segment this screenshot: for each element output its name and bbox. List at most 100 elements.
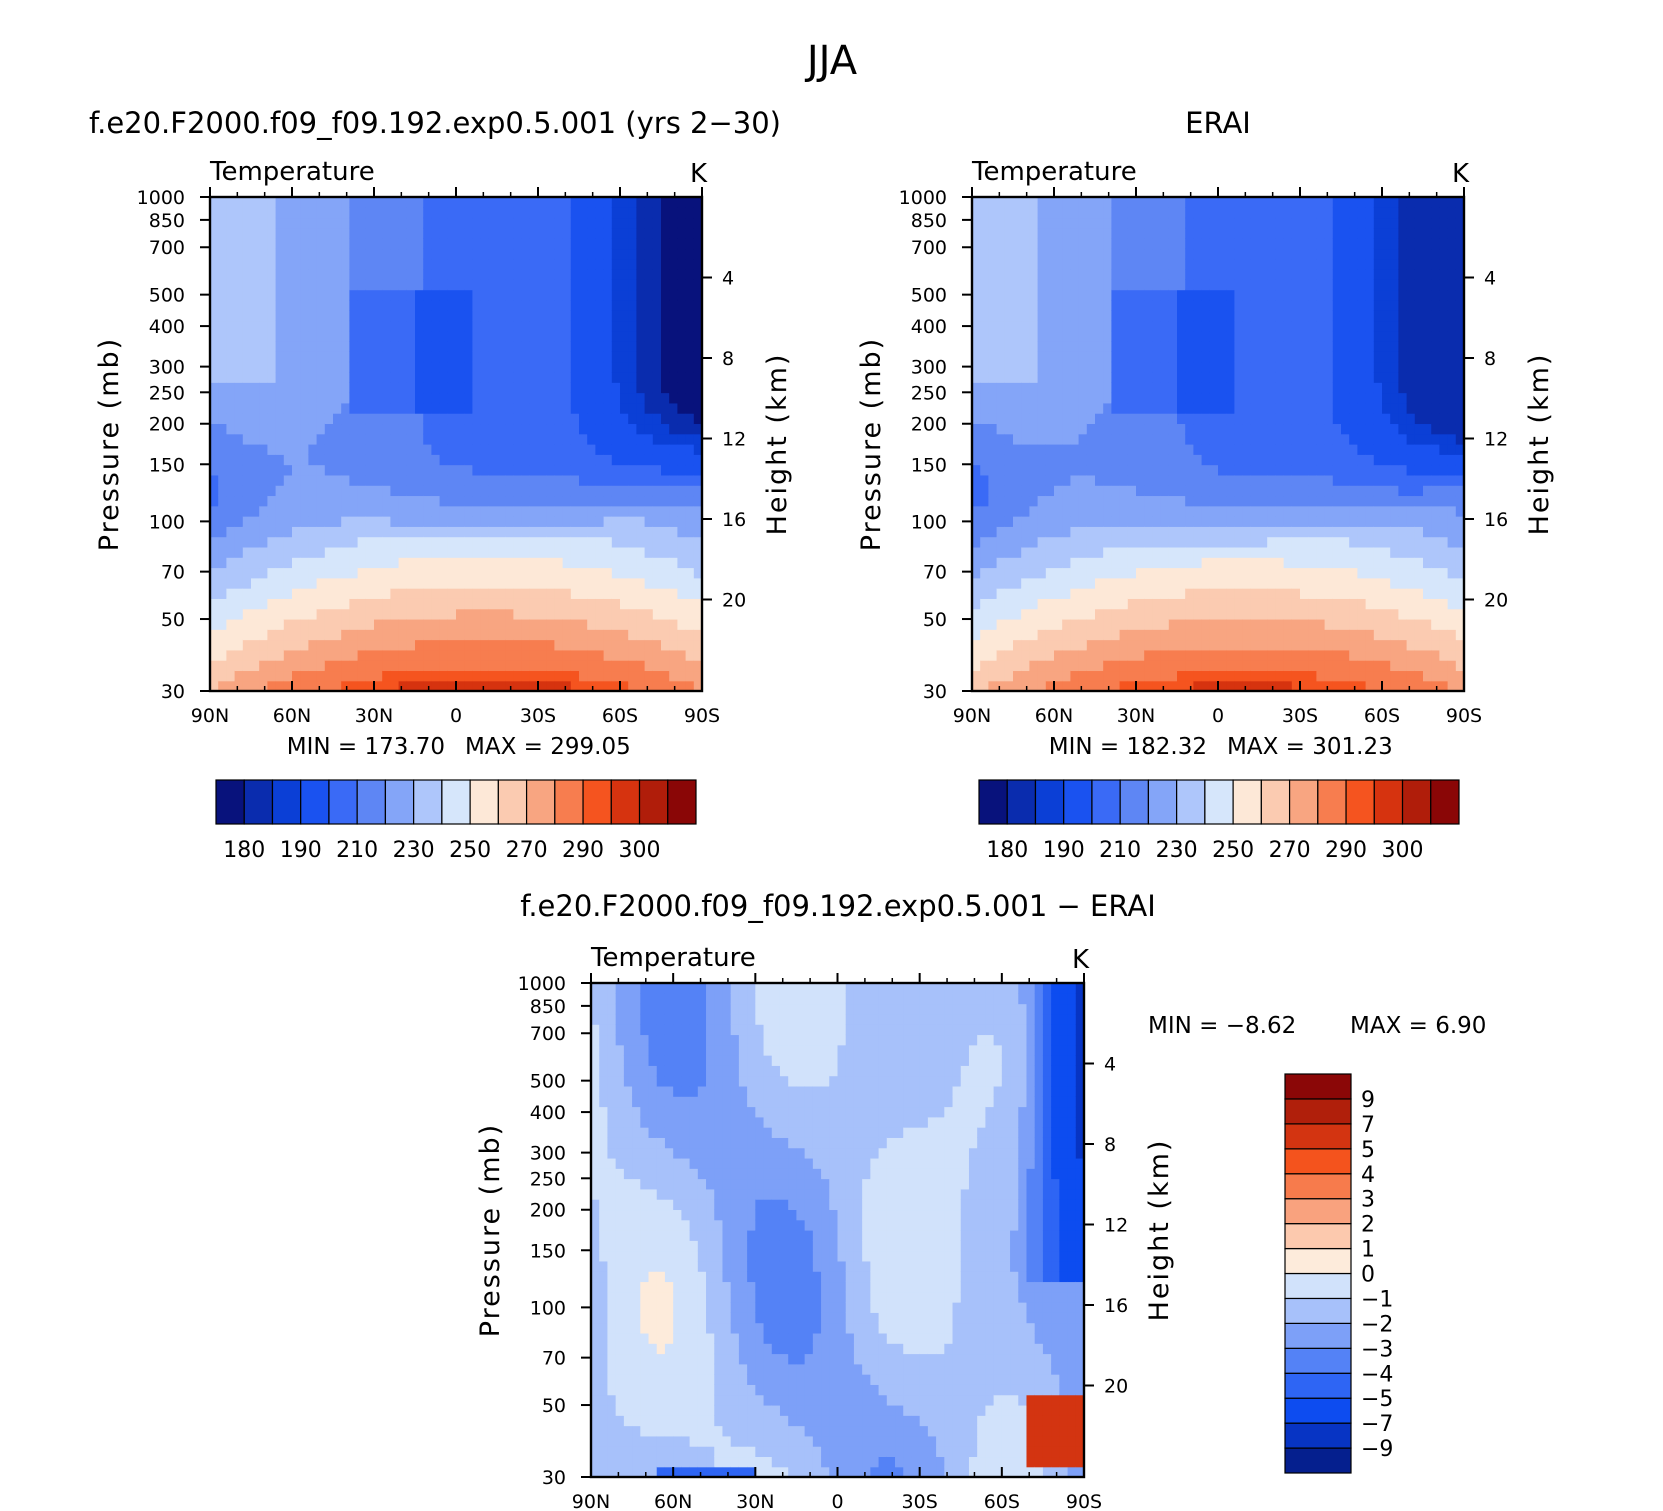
contour-cell (333, 299, 342, 311)
contour-cell (1242, 577, 1252, 589)
contour-cell (1103, 505, 1112, 517)
contour-cell (1078, 351, 1088, 363)
contour-cell (308, 299, 318, 311)
contour-cell (1029, 320, 1039, 332)
contour-cell (292, 444, 301, 455)
contour-cell (1004, 485, 1014, 497)
contour-cell (283, 557, 293, 569)
contour-cell (1119, 557, 1129, 569)
contour-cell (390, 588, 400, 599)
contour-cell (283, 546, 293, 558)
contour-cell (324, 361, 334, 373)
contour-cell (1209, 474, 1219, 486)
contour-cell (242, 310, 252, 322)
contour-cell (1160, 495, 1170, 507)
contour-cell (1144, 557, 1153, 569)
contour-cell (497, 660, 506, 672)
contour-cell (382, 464, 391, 476)
contour-cell (210, 495, 219, 507)
contour-cell (1291, 310, 1301, 322)
contour-cell (636, 423, 646, 435)
contour-cell (472, 258, 482, 270)
contour-cell (652, 433, 662, 445)
contour-cell (1152, 670, 1162, 682)
contour-cell (980, 485, 989, 497)
contour-cell (1283, 546, 1293, 558)
contour-cell (1259, 402, 1268, 414)
contour-cell (1021, 629, 1030, 641)
contour-cell (1177, 680, 1186, 692)
contour-cell (1283, 382, 1293, 394)
contour-cell (513, 526, 523, 538)
contour-cell (652, 546, 662, 558)
contour-cell (1045, 207, 1055, 219)
contour-cell (1136, 217, 1145, 229)
contour-cell (620, 423, 629, 435)
colorbar-box (554, 779, 584, 825)
contour-cell (259, 310, 268, 322)
contour-cell (546, 217, 555, 229)
contour-cell (1168, 485, 1178, 497)
contour-cell (308, 269, 318, 280)
contour-cell (1160, 227, 1170, 239)
contour-cell (1004, 680, 1014, 692)
contour-cell (1209, 207, 1219, 219)
contour-cell (292, 351, 301, 363)
contour-cell (513, 639, 523, 651)
contour-cell (677, 505, 687, 517)
contour-cell (1234, 639, 1244, 651)
contour-cell (521, 608, 531, 620)
contour-cell (439, 577, 449, 589)
contour-cell (1037, 629, 1047, 641)
contour-cell (620, 670, 629, 682)
contour-cell (1300, 618, 1309, 630)
contour-cell (464, 680, 473, 692)
contour-cell (1283, 649, 1293, 661)
contour-cell (661, 536, 670, 548)
contour-cell (242, 536, 252, 548)
contour-cell (242, 557, 252, 569)
contour-cell (283, 238, 293, 250)
contour-cell (628, 639, 637, 651)
contour-cell (1111, 310, 1121, 322)
contour-cell (382, 546, 391, 558)
contour-cell (1086, 536, 1096, 548)
contour-cell (365, 299, 375, 311)
contour-cell (423, 618, 432, 630)
contour-cell (488, 505, 498, 517)
contour-cell (431, 454, 441, 466)
contour-cell (595, 474, 605, 486)
contour-cell (685, 577, 695, 589)
contour-cell (644, 279, 654, 291)
contour-cell (497, 536, 506, 548)
contour-cell (456, 505, 465, 517)
contour-cell (447, 423, 457, 435)
contour-cell (996, 608, 1006, 620)
contour-cell (1021, 413, 1030, 425)
contour-cell (267, 382, 277, 394)
contour-cell (259, 258, 268, 270)
contour-cell (267, 269, 277, 280)
contour-cell (603, 217, 613, 229)
contour-cell (349, 485, 359, 497)
contour-cell (1021, 516, 1030, 527)
contour-cell (300, 588, 309, 599)
contour-cell (1275, 392, 1285, 404)
contour-cell (1070, 485, 1080, 497)
contour-cell (1045, 505, 1055, 517)
contour-cell (1078, 557, 1088, 569)
contour-cell (218, 279, 227, 291)
contour-cell (333, 351, 342, 363)
contour-cell (1045, 557, 1055, 569)
contour-cell (1185, 444, 1194, 455)
contour-cell (357, 310, 367, 322)
contour-cell (1267, 464, 1276, 476)
contour-cell (234, 618, 244, 630)
contour-cell (1029, 567, 1039, 579)
contour-cell (1144, 289, 1153, 301)
contour-cell (1234, 454, 1244, 466)
contour-cell (611, 279, 621, 291)
contour-cell (513, 341, 523, 352)
contour-cell (1021, 618, 1030, 630)
contour-cell (341, 269, 350, 280)
